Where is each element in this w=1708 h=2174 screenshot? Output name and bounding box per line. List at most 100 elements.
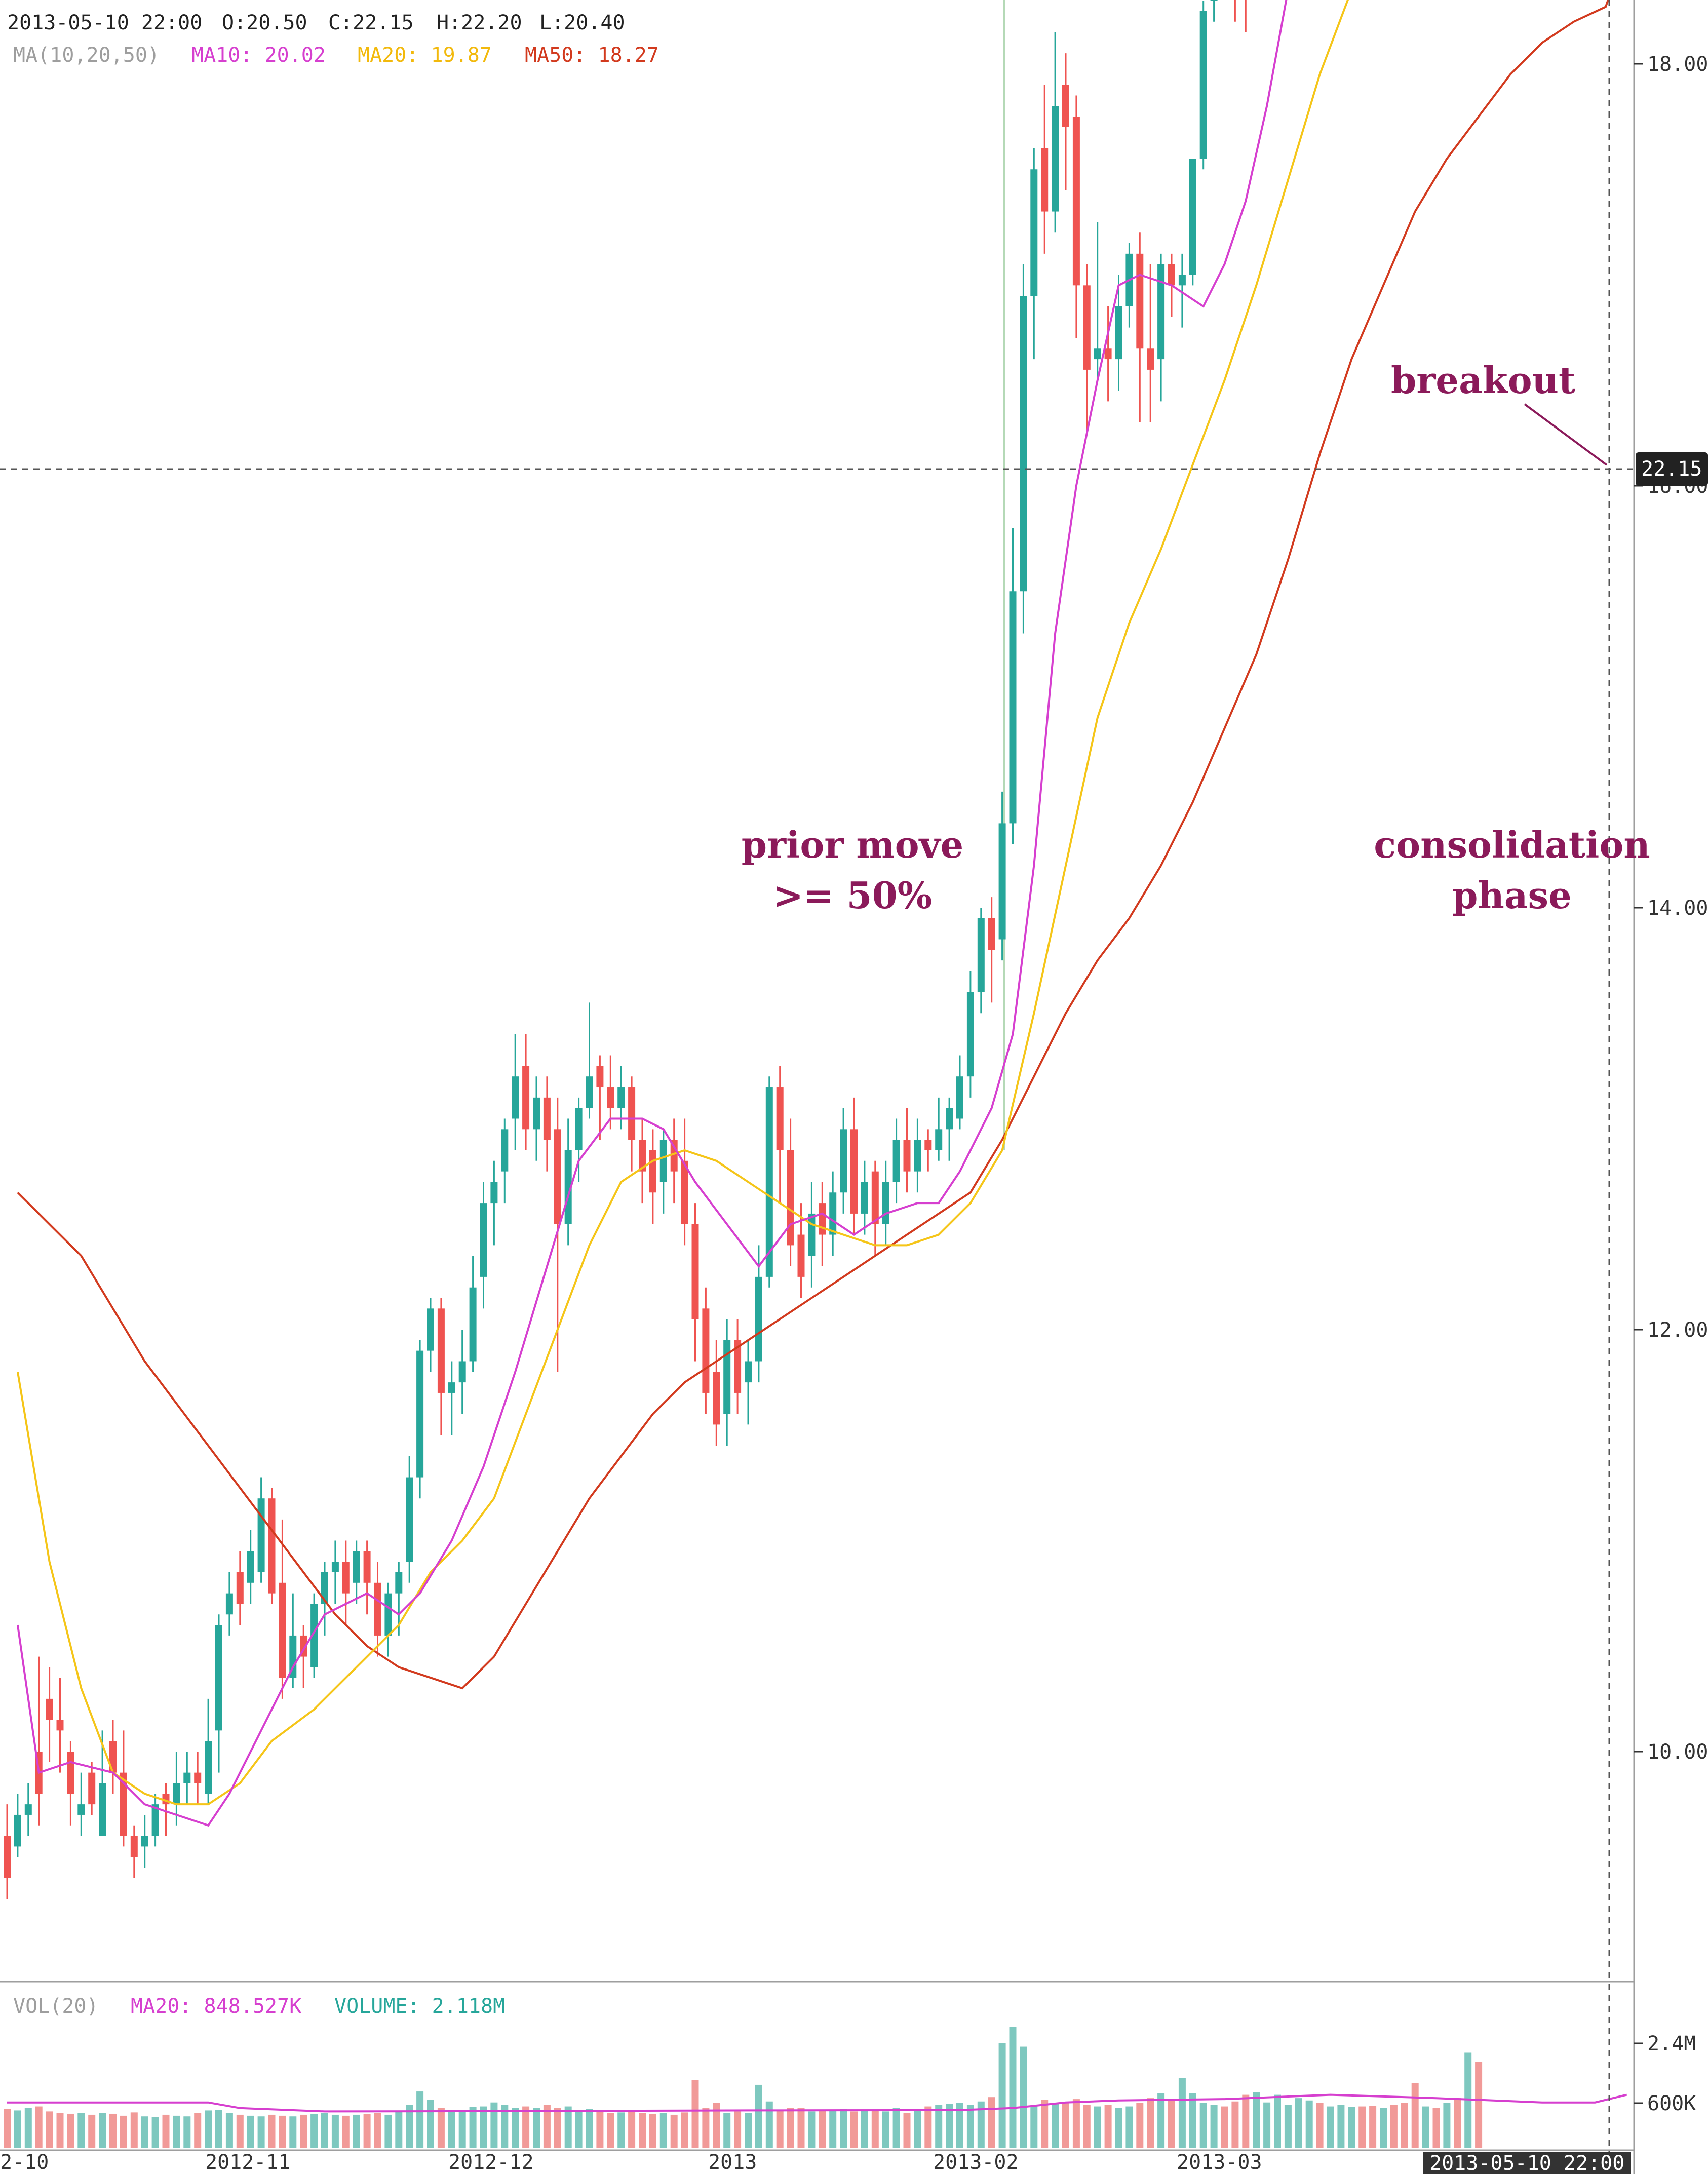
volume-bar [67, 2113, 74, 2148]
price-tick-label: 12.00 [1647, 1318, 1708, 1342]
candle-body [1168, 264, 1175, 286]
volume-bar [130, 2112, 138, 2148]
candle [406, 1456, 413, 1583]
candle-body [1157, 264, 1165, 360]
volume-bar [1305, 2100, 1313, 2148]
candle-body [1072, 117, 1080, 286]
annotation-breakout: breakout [1391, 359, 1575, 402]
candle [850, 1097, 858, 1235]
volume-bar [681, 2112, 688, 2148]
annotation-consolidation-line2: phase [1452, 874, 1572, 917]
annotations: breakout prior move >= 50% consolidation… [742, 359, 1650, 917]
volume-bar [1231, 2101, 1239, 2148]
candle-body [141, 1836, 148, 1847]
candle [46, 1667, 53, 1762]
volume-bar [956, 2103, 963, 2148]
candle-body [46, 1698, 53, 1720]
candle [321, 1562, 328, 1636]
legend-high: H:22.20 [437, 11, 522, 34]
candle [659, 1129, 667, 1214]
candle [1104, 306, 1112, 402]
candle-body [215, 1625, 222, 1731]
volume-bar [1295, 2098, 1302, 2148]
candle [702, 1287, 710, 1414]
candle-body [448, 1382, 455, 1393]
volume-bar [437, 2108, 445, 2148]
volume-bar [257, 2116, 265, 2148]
candle [946, 1097, 953, 1161]
candle [713, 1340, 720, 1446]
volume-bar [1041, 2100, 1049, 2148]
candle-body [734, 1340, 742, 1393]
candle-body [353, 1551, 360, 1583]
candle-body [935, 1129, 943, 1150]
candle [14, 1794, 21, 1857]
candle [734, 1319, 742, 1414]
candle [670, 1118, 678, 1204]
volume-bar [384, 2114, 392, 2148]
candle [1157, 253, 1165, 402]
volume-bar [946, 2104, 953, 2148]
time-label-2012-11: 2012-11 [205, 2151, 291, 2174]
candle-body [56, 1720, 64, 1731]
volume-bar [1083, 2105, 1091, 2148]
volume-bar [1242, 2094, 1250, 2148]
candle-body [268, 1498, 276, 1594]
volume-bar [1125, 2106, 1133, 2148]
volume-bar [1263, 2102, 1271, 2148]
volume-bar [659, 2113, 667, 2148]
volume-bar [1072, 2099, 1080, 2148]
volume-bar [342, 2115, 350, 2148]
candle [1083, 264, 1091, 433]
candle [564, 1118, 572, 1246]
candle-body [331, 1562, 339, 1572]
candle-body [628, 1087, 636, 1140]
candle-body [914, 1140, 921, 1172]
candle-body [77, 1804, 85, 1815]
candle [956, 1055, 963, 1130]
candle-body [755, 1276, 762, 1362]
price-axis: 26.0024.0022.0020.0018.0016.0014.0012.00… [1634, 53, 1708, 1764]
candle-body [649, 1150, 656, 1193]
candle [681, 1118, 688, 1246]
volume-bar [1104, 2105, 1112, 2148]
volume-bar [543, 2105, 551, 2148]
candle [892, 1118, 900, 1204]
candle [1178, 253, 1186, 328]
candle [353, 1540, 360, 1604]
candle [205, 1698, 212, 1805]
candle [490, 1160, 498, 1246]
ma20-line [16, 0, 1349, 1806]
volume-bar [734, 2111, 742, 2148]
volume-bar [194, 2113, 202, 2148]
candle-body [247, 1551, 254, 1583]
volume-ma20-line [7, 2093, 1627, 2113]
volume-bar [808, 2111, 816, 2148]
candle-body [501, 1129, 509, 1172]
volume-bar [1115, 2108, 1122, 2148]
candle [236, 1551, 244, 1625]
price-tick-label: 10.00 [1647, 1740, 1708, 1764]
volume-bar [24, 2108, 32, 2148]
crosshair-time-box [1423, 2152, 1631, 2174]
volume-bar [723, 2113, 731, 2148]
volume-bar [1178, 2078, 1186, 2148]
candle [4, 1804, 11, 1899]
legend-vol-ma20: MA20: 848.527K [131, 1995, 301, 2018]
candle-body [1009, 591, 1017, 824]
candle [247, 1530, 254, 1604]
legend-ma20: MA20: 19.87 [358, 44, 492, 67]
candle-body [1062, 85, 1069, 127]
candle-body [257, 1498, 265, 1572]
candle-body [564, 1150, 572, 1224]
volume-bar [1358, 2106, 1366, 2148]
candle-body [892, 1140, 900, 1182]
volume-bar [247, 2115, 254, 2148]
candle [268, 1488, 276, 1604]
candle-body [236, 1572, 244, 1604]
volume-bar [353, 2114, 360, 2148]
candle [861, 1160, 868, 1235]
volume-bar [765, 2101, 773, 2148]
candle-body [554, 1129, 561, 1224]
